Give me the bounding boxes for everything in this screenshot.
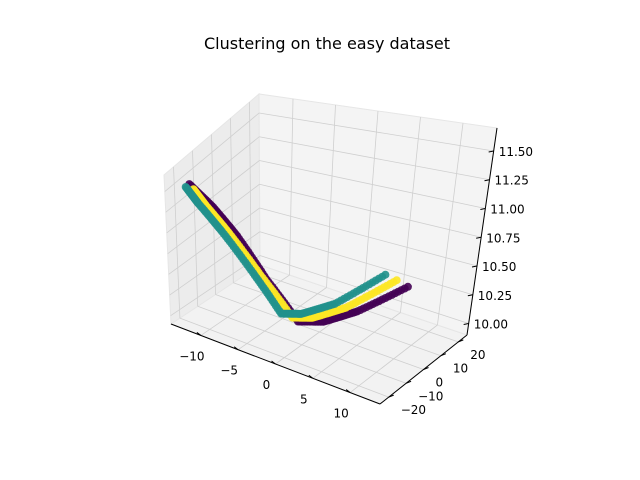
x-tick [196, 332, 202, 336]
y-tick [423, 367, 429, 370]
grid-line-z-back [259, 207, 478, 267]
z-tick [463, 323, 469, 325]
grid-line-z-left [168, 207, 260, 275]
x-tick [345, 389, 351, 393]
z-tick [471, 265, 478, 268]
grid-line-x-back [400, 117, 421, 313]
z-tick-label: 11.50 [499, 145, 533, 159]
x-tick-label: 0 [263, 378, 271, 392]
grid-line-z-left [164, 112, 260, 192]
chart-title: Clustering on the easy dataset [204, 34, 450, 53]
grid-line-z-back [259, 160, 486, 209]
y-tick [458, 339, 464, 343]
scatter-points [181, 180, 412, 326]
y-tick [405, 380, 412, 384]
grid-line-y-floor [179, 317, 389, 398]
y-tick-label: −20 [401, 403, 426, 417]
x-tick [271, 360, 276, 365]
z-tick-label: 10.50 [482, 260, 516, 274]
grid-line-z-left [166, 160, 260, 234]
z-tick-label: 11.25 [495, 174, 529, 188]
z-tick-label: 10.25 [478, 289, 512, 303]
grid-line-z-back [259, 112, 494, 152]
grid-line-z-back [259, 183, 482, 238]
x-tick-label: −5 [220, 364, 238, 378]
z-tick [467, 294, 473, 297]
tick-marks [196, 150, 494, 398]
grid-line-x-back [289, 98, 294, 276]
grid-line-y-left [173, 166, 181, 319]
y-tick [440, 353, 447, 357]
z-tick [488, 150, 494, 153]
z-tick [484, 179, 490, 182]
grid-line-y-left [192, 150, 199, 307]
y-tick-label: 20 [470, 348, 485, 362]
x-tick [308, 374, 314, 379]
grid-line-x-back [363, 110, 379, 301]
z-tick-label: 10.00 [474, 318, 508, 332]
grid-line-y-floor [215, 294, 424, 370]
z-tick [476, 236, 482, 239]
grid-line-x-back [437, 123, 464, 326]
z-tick [480, 208, 486, 210]
grid-line-z-back [259, 136, 490, 181]
x-tick-label: 10 [333, 407, 348, 421]
z-axis-line [466, 127, 498, 336]
grid-line-x-back [326, 104, 336, 288]
grid-line-y-floor [197, 305, 407, 384]
grid-line-y-left [249, 102, 252, 271]
z-tick-label: 10.75 [486, 231, 520, 245]
y-tick-label: 10 [453, 362, 468, 376]
x-tick [233, 346, 239, 351]
y-tick [388, 394, 394, 398]
grid-line-z-left [165, 136, 260, 213]
y-tick-label: −10 [418, 389, 443, 403]
grid-line-z-back [259, 231, 473, 296]
x-tick-label: 5 [300, 392, 308, 406]
grid-lines [164, 98, 494, 398]
grid-line-y-left [230, 118, 234, 283]
x-tick-label: −10 [179, 349, 204, 363]
z-tick-label: 11.00 [490, 203, 524, 217]
data-point [181, 183, 190, 191]
y-tick-label: 0 [436, 376, 444, 390]
